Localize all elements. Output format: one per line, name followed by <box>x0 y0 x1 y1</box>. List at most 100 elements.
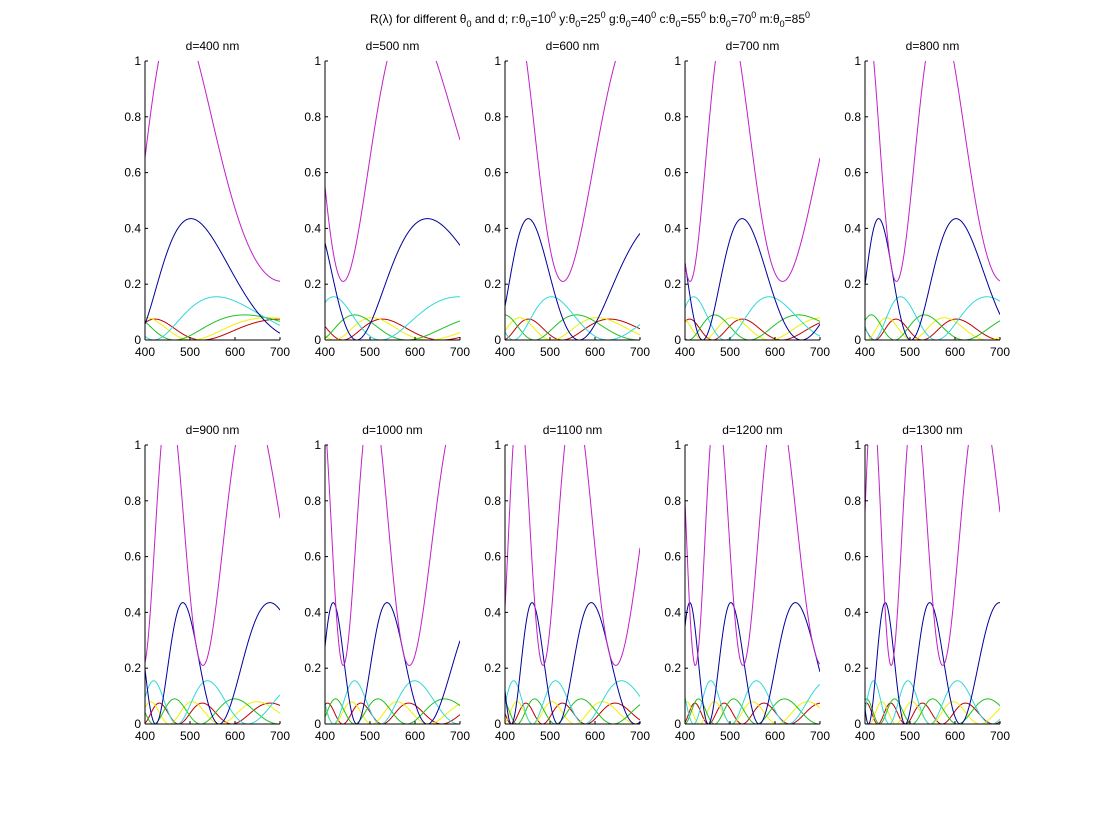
x-tick-label: 500 <box>540 729 560 743</box>
y-tick-label: 0.6 <box>664 550 681 564</box>
y-tick-label: 0.6 <box>304 166 321 180</box>
y-tick-label: 0.2 <box>304 277 321 291</box>
series-line-m <box>873 61 1000 282</box>
x-tick-label: 700 <box>630 729 650 743</box>
x-tick-label: 700 <box>990 345 1010 359</box>
x-tick-label: 500 <box>540 345 560 359</box>
x-tick-label: 700 <box>810 345 830 359</box>
x-tick-label: 400 <box>315 345 335 359</box>
y-tick-label: 0.2 <box>844 661 861 675</box>
y-tick-label: 0.2 <box>124 277 141 291</box>
y-tick-label: 0.6 <box>124 550 141 564</box>
y-tick-label: 0.8 <box>664 110 681 124</box>
series-line-r <box>865 702 1000 724</box>
y-tick-label: 0.2 <box>844 277 861 291</box>
subplot-title: d=1300 nm <box>902 423 962 437</box>
plot-area <box>145 61 280 340</box>
series-line-y <box>145 317 280 340</box>
series-line-y <box>865 317 1000 340</box>
x-tick-label: 500 <box>900 345 920 359</box>
subplot-title: d=400 nm <box>186 39 240 53</box>
series-line-y <box>325 317 460 340</box>
series-line-r <box>865 318 1000 340</box>
subplot: d=400 nm 400 500 600 700 0 0.2 0.4 0.6 0.8 1 <box>124 39 290 359</box>
y-tick-label: 0.6 <box>124 166 141 180</box>
y-tick-label: 0 <box>674 333 681 347</box>
series-line-r <box>145 702 280 724</box>
x-tick-label: 600 <box>405 729 425 743</box>
series-line-m <box>865 445 1000 666</box>
x-tick-label: 700 <box>270 729 290 743</box>
y-tick-label: 0.4 <box>664 221 681 235</box>
y-tick-label: 0.6 <box>304 550 321 564</box>
x-tick-label: 500 <box>360 729 380 743</box>
series-line-m <box>325 61 460 282</box>
y-tick-label: 0 <box>494 333 501 347</box>
series-line-b <box>685 602 820 724</box>
plot-area <box>505 445 640 724</box>
y-tick-label: 0.2 <box>304 661 321 675</box>
series-line-c <box>325 296 460 340</box>
x-tick-label: 600 <box>765 345 785 359</box>
subplot: d=1000 nm 400 500 600 700 0 0.2 0.4 0.6 0.8 1 <box>304 423 470 743</box>
x-tick-label: 400 <box>135 729 155 743</box>
y-tick-label: 0.8 <box>664 494 681 508</box>
x-tick-label: 700 <box>450 729 470 743</box>
y-tick-label: 0.6 <box>664 166 681 180</box>
subplot: d=600 nm 400 500 600 700 0 0.2 0.4 0.6 0.8 1 <box>484 39 650 359</box>
series-line-g <box>865 698 1000 724</box>
y-tick-label: 0.8 <box>844 494 861 508</box>
x-tick-label: 500 <box>180 345 200 359</box>
y-tick-label: 0 <box>314 717 321 731</box>
x-tick-label: 600 <box>765 729 785 743</box>
y-tick-label: 0.8 <box>844 110 861 124</box>
y-tick-label: 0.4 <box>484 605 501 619</box>
y-tick-label: 0.4 <box>304 605 321 619</box>
y-tick-label: 0 <box>854 333 861 347</box>
y-tick-label: 0.2 <box>484 277 501 291</box>
y-tick-label: 1 <box>674 438 681 452</box>
subplot-title: d=600 nm <box>546 39 600 53</box>
y-tick-label: 1 <box>314 54 321 68</box>
series-line-c <box>145 680 280 724</box>
series-line-y <box>325 701 460 724</box>
y-tick-label: 0.4 <box>664 605 681 619</box>
y-tick-label: 0.2 <box>484 661 501 675</box>
y-tick-label: 0.4 <box>844 221 861 235</box>
series-line-m <box>505 61 616 282</box>
x-tick-label: 600 <box>945 729 965 743</box>
subplot-title: d=700 nm <box>726 39 780 53</box>
plot-area <box>685 445 820 724</box>
series-line-b <box>505 218 640 340</box>
y-tick-label: 0.6 <box>844 166 861 180</box>
y-tick-label: 0 <box>134 717 141 731</box>
y-tick-label: 0 <box>674 717 681 731</box>
series-line-b <box>145 218 280 334</box>
series-line-c <box>865 296 1000 340</box>
plot-area <box>865 445 1000 724</box>
subplot-title: d=1000 nm <box>362 423 422 437</box>
series-line-r <box>505 702 640 724</box>
y-tick-label: 0 <box>134 333 141 347</box>
x-tick-label: 600 <box>585 345 605 359</box>
y-tick-label: 0.4 <box>484 221 501 235</box>
x-tick-label: 500 <box>360 345 380 359</box>
series-line-r <box>145 318 280 340</box>
series-line-y <box>685 317 820 340</box>
series-line-g <box>685 698 820 724</box>
series-line-b <box>865 218 1000 340</box>
y-tick-label: 1 <box>854 54 861 68</box>
plot-area <box>505 61 640 340</box>
y-tick-label: 0.6 <box>484 550 501 564</box>
plot-area <box>325 61 460 340</box>
plot-area <box>325 445 460 724</box>
subplot-title: d=1100 nm <box>543 423 603 437</box>
series-line-b <box>865 602 1000 724</box>
x-tick-label: 500 <box>720 345 740 359</box>
x-tick-label: 700 <box>270 345 290 359</box>
x-tick-label: 400 <box>135 345 155 359</box>
y-tick-label: 1 <box>674 54 681 68</box>
series-line-c <box>685 296 820 340</box>
y-tick-label: 0.4 <box>124 605 141 619</box>
subplot: d=1300 nm 400 500 600 700 0 0.2 0.4 0.6 0.8 1 <box>844 423 1010 743</box>
